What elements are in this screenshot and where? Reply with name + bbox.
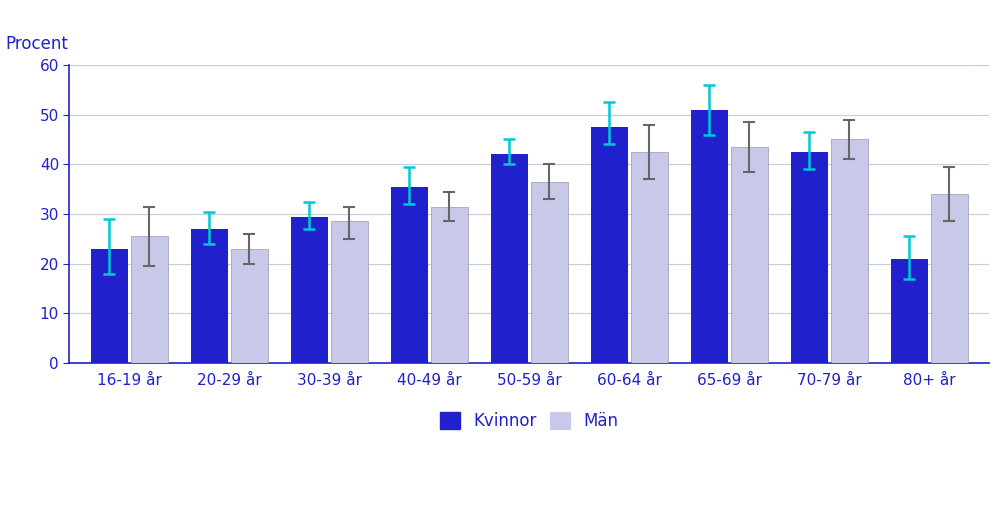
Text: Procent: Procent: [5, 35, 68, 53]
Bar: [130, 236, 168, 363]
Bar: [191, 229, 228, 363]
Bar: [231, 249, 268, 363]
Bar: [91, 249, 127, 363]
Bar: [930, 194, 967, 363]
Bar: [690, 110, 727, 363]
Bar: [630, 152, 667, 363]
Bar: [291, 216, 328, 363]
Bar: [390, 187, 427, 363]
Bar: [730, 147, 767, 363]
Bar: [829, 140, 867, 363]
Legend: Kvinnor, Män: Kvinnor, Män: [431, 404, 626, 438]
Bar: [331, 222, 367, 363]
Bar: [430, 206, 467, 363]
Bar: [590, 127, 627, 363]
Bar: [890, 259, 927, 363]
Bar: [789, 152, 826, 363]
Bar: [531, 182, 567, 363]
Bar: [490, 154, 528, 363]
